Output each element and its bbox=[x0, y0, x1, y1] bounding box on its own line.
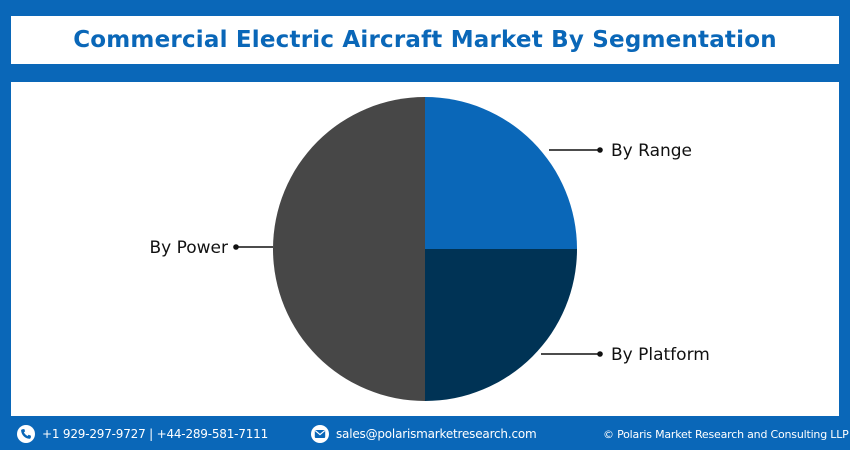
leader-dot-by-platform bbox=[597, 351, 603, 357]
footer-copyright-text: © Polaris Market Research and Consulting… bbox=[603, 427, 849, 441]
email-icon bbox=[311, 425, 329, 443]
footer-email-text[interactable]: sales@polarismarketresearch.com bbox=[336, 427, 537, 441]
leader-dot-by-power bbox=[233, 244, 239, 250]
pie-chart: By Range By Platform By Power bbox=[149, 97, 710, 401]
footer-phone: +1 929-297-9727 | +44-289-581-7111 bbox=[17, 418, 268, 450]
chart-panel: By Range By Platform By Power bbox=[11, 82, 839, 416]
footer-phone-text: +1 929-297-9727 | +44-289-581-7111 bbox=[42, 427, 269, 441]
footer-email[interactable]: sales@polarismarketresearch.com bbox=[311, 418, 537, 450]
pie-slice-by-range bbox=[425, 97, 577, 249]
footer: +1 929-297-9727 | +44-289-581-7111 sales… bbox=[0, 418, 850, 450]
phone-icon bbox=[17, 425, 35, 443]
footer-copyright: © Polaris Market Research and Consulting… bbox=[603, 418, 849, 450]
slice-label-by-platform: By Platform bbox=[611, 345, 710, 365]
slice-label-by-range: By Range bbox=[611, 141, 692, 161]
page-title: Commercial Electric Aircraft Market By S… bbox=[73, 27, 777, 53]
pie-slice-by-platform bbox=[425, 249, 577, 401]
pie-slice-by-power bbox=[273, 97, 425, 401]
slice-label-by-power: By Power bbox=[149, 238, 228, 258]
title-bar: Commercial Electric Aircraft Market By S… bbox=[11, 16, 839, 64]
leader-dot-by-range bbox=[597, 147, 603, 153]
